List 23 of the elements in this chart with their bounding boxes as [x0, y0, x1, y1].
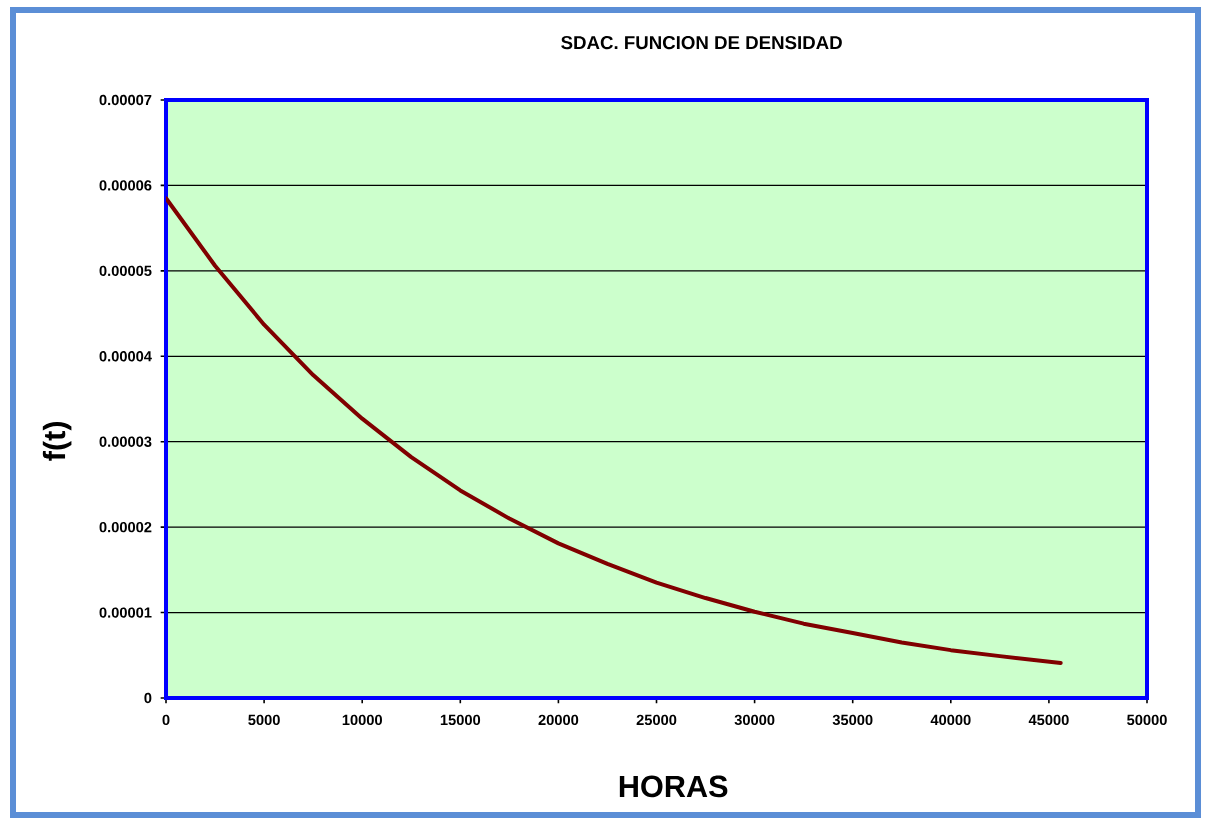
- y-tick-label: 0.00006: [99, 180, 152, 191]
- chart-title: SDAC. FUNCION DE DENSIDAD: [561, 35, 842, 50]
- x-tick-label: 15000: [440, 714, 481, 726]
- y-tick-label: 0.00001: [99, 607, 152, 618]
- y-tick-label: 0.00005: [99, 265, 152, 277]
- x-tick-label: 25000: [636, 714, 677, 726]
- y-axis-title: f(t): [42, 421, 72, 461]
- x-tick-label: 30000: [734, 714, 775, 726]
- x-tick-label: 50000: [1127, 714, 1167, 726]
- x-tick-label: 10000: [342, 714, 382, 726]
- line-series: [166, 196, 1063, 665]
- x-tick-label: 5000: [248, 714, 280, 726]
- y-tick-label: 0.00003: [99, 436, 152, 447]
- x-axis-title: HORAS: [619, 775, 728, 798]
- y-tick-label: 0.00004: [99, 351, 152, 362]
- x-tick-label: 0: [162, 714, 170, 726]
- x-tick-label: 20000: [538, 714, 579, 726]
- x-tick-label: 40000: [930, 714, 971, 726]
- x-tick-label: 45000: [1028, 714, 1069, 726]
- y-tick-label: 0.00002: [99, 521, 152, 533]
- x-tick-label: 35000: [832, 714, 873, 726]
- y-tick-label: 0.00007: [99, 94, 152, 106]
- y-tick-label: 0: [144, 692, 152, 704]
